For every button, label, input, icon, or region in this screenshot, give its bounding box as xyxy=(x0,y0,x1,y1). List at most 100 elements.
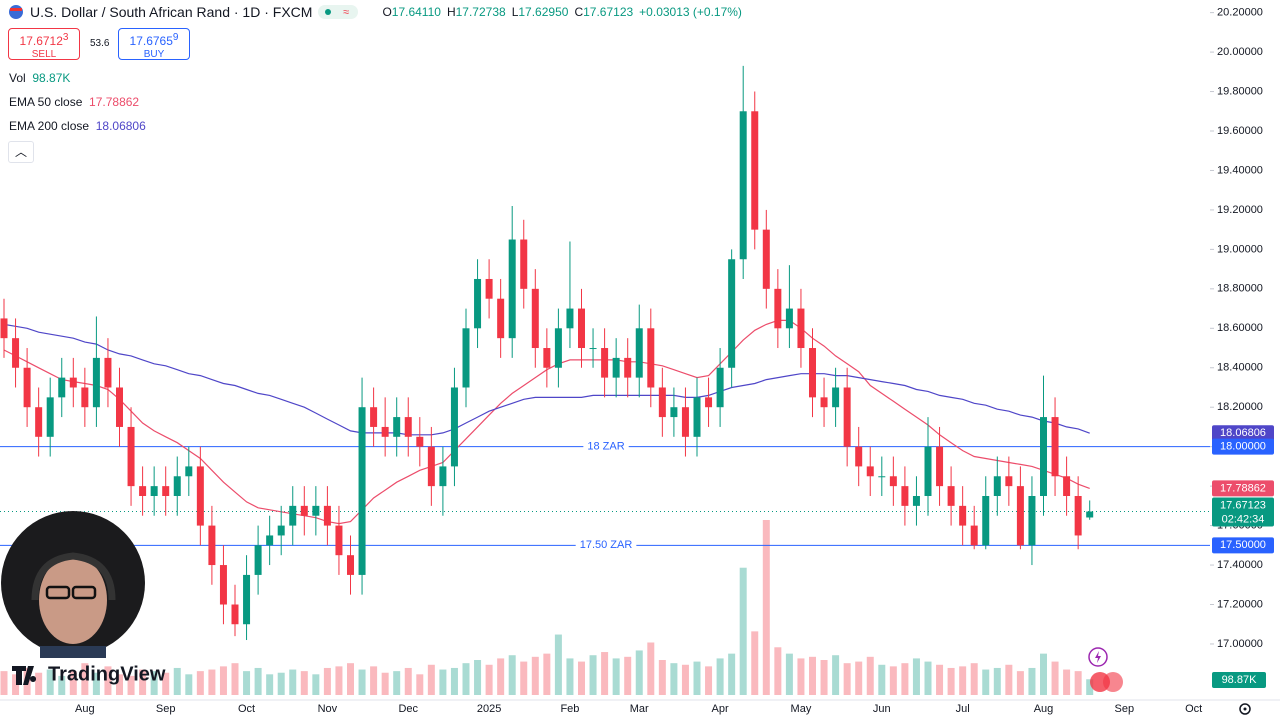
volume-bar xyxy=(843,663,851,695)
candle-body xyxy=(624,357,632,378)
volume-bar xyxy=(901,663,909,695)
volume-bar xyxy=(797,658,805,695)
candle-body xyxy=(601,348,609,378)
volume-bar xyxy=(947,667,955,695)
level-label: 18 ZAR xyxy=(587,441,624,453)
collapse-button[interactable]: ︿ xyxy=(8,141,34,163)
y-tick-label: 19.00000 xyxy=(1217,243,1263,255)
volume-bar xyxy=(231,663,239,695)
volume-bar xyxy=(12,674,20,695)
candle-body xyxy=(866,466,874,477)
x-tick-label: Apr xyxy=(712,703,729,715)
price-tag-label: 17.67123 xyxy=(1220,499,1266,511)
symbol-header: U.S. Dollar / South African Rand · 1D · … xyxy=(8,4,742,20)
x-tick-label: May xyxy=(791,703,812,715)
candle-body xyxy=(739,111,747,260)
ohlc-key: H xyxy=(446,5,456,19)
candle-body xyxy=(300,505,308,516)
volume-bar xyxy=(485,664,493,695)
candle-body xyxy=(658,387,666,418)
candle-body xyxy=(762,229,770,289)
candle-body xyxy=(508,239,516,339)
volume-bar xyxy=(809,656,816,695)
candle-body xyxy=(1040,417,1047,496)
sell-button[interactable]: 17.67123 SELL xyxy=(8,28,80,60)
candle-body xyxy=(889,476,897,487)
x-tick-label: Nov xyxy=(318,703,338,715)
volume-bar xyxy=(601,652,609,695)
volume-bar xyxy=(0,671,8,695)
candle-body xyxy=(485,278,493,299)
candle-body xyxy=(820,397,828,408)
price-tag-label: 17.50000 xyxy=(1220,539,1266,551)
volume-tag xyxy=(1212,672,1266,688)
x-tick-label: Oct xyxy=(1185,703,1202,715)
level-label: 17.50 ZAR xyxy=(580,539,633,551)
volume-bar xyxy=(404,667,412,695)
volume-bar xyxy=(347,663,354,695)
legend-ema50: EMA 50 close 17.78862 xyxy=(9,95,139,109)
volume-bar xyxy=(208,669,216,695)
x-tick-label: Dec xyxy=(398,703,418,715)
candle-body xyxy=(81,387,89,408)
x-tick-label: Jun xyxy=(873,703,891,715)
volume-bar xyxy=(439,669,447,695)
webcam xyxy=(1,511,145,658)
volume-bar xyxy=(1086,679,1094,695)
candle-body xyxy=(162,486,170,496)
volume-bar xyxy=(624,656,632,695)
candle-body xyxy=(92,357,100,408)
symbol-name[interactable]: U.S. Dollar / South African Rand · 1D · … xyxy=(30,4,313,20)
volume-bar xyxy=(751,631,759,695)
volume-bar xyxy=(381,672,389,695)
volume-bar xyxy=(185,674,193,695)
candle-body xyxy=(924,446,932,496)
volume-bar xyxy=(554,634,562,695)
sell-pip: 3 xyxy=(62,32,69,43)
candle-body xyxy=(497,298,505,339)
y-tick-label: 19.40000 xyxy=(1217,164,1263,176)
price-tag xyxy=(1212,537,1274,554)
y-tick-label: 18.60000 xyxy=(1217,322,1263,334)
candle-body xyxy=(797,308,805,349)
volume-bar xyxy=(866,656,874,695)
candle-body xyxy=(1028,495,1036,546)
volume-bar xyxy=(658,660,666,695)
candle-body xyxy=(520,239,528,289)
volume-bar xyxy=(832,655,840,695)
candle-body xyxy=(0,318,8,339)
candle-body xyxy=(462,328,470,388)
volume-bar xyxy=(912,658,920,695)
candle-body xyxy=(370,407,378,427)
y-tick-label: 17.20000 xyxy=(1217,598,1263,610)
candle-body xyxy=(416,436,424,447)
volume-bar xyxy=(196,671,204,695)
volume-bar xyxy=(1016,671,1024,695)
volume-bar xyxy=(462,663,470,695)
volume-bar xyxy=(266,674,274,695)
x-tick-label: Aug xyxy=(75,703,95,715)
sell-price: 17.6712 xyxy=(19,34,63,48)
x-tick-label: Aug xyxy=(1034,703,1054,715)
volume-bar xyxy=(670,663,678,695)
candle-body xyxy=(832,387,840,408)
volume-bar xyxy=(647,642,655,695)
ohlc-value: 17.72738 xyxy=(455,5,506,19)
volume-bar xyxy=(254,667,262,695)
y-tick-label: 19.20000 xyxy=(1217,204,1263,216)
candle-body xyxy=(728,259,736,368)
candle-body xyxy=(647,328,655,388)
volume-bar xyxy=(81,663,89,695)
candle-body xyxy=(335,525,343,556)
legend-name: EMA 50 close xyxy=(9,95,83,109)
buy-button[interactable]: 17.67659 BUY xyxy=(118,28,190,60)
price-tag-label: 17.78862 xyxy=(1220,482,1266,494)
candle-body xyxy=(104,357,112,388)
candle-body xyxy=(589,348,597,350)
volume-bar xyxy=(762,520,770,695)
candle-body xyxy=(23,367,31,408)
candle-body xyxy=(347,555,354,575)
volume-bar xyxy=(116,674,123,695)
volume-bar xyxy=(323,667,331,695)
volume-bar xyxy=(416,674,424,695)
